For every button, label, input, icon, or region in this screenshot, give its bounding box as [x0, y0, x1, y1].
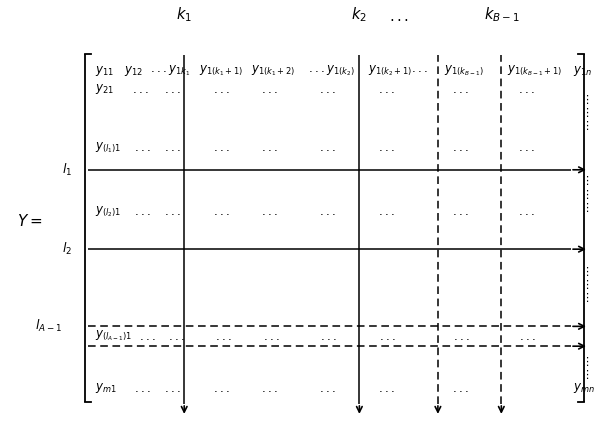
Text: $...$: $...$ [215, 329, 231, 343]
Text: $...$: $...$ [213, 205, 229, 218]
Text: $\vdots$: $\vdots$ [580, 355, 589, 368]
Text: $...$: $...$ [164, 141, 181, 154]
Text: $...$: $...$ [518, 82, 535, 96]
Text: $...$: $...$ [378, 141, 394, 154]
Text: $...$: $...$ [378, 381, 394, 395]
Text: $...$: $...$ [319, 141, 335, 154]
Text: $...$: $...$ [132, 82, 148, 96]
Text: $...$: $...$ [164, 82, 181, 96]
Text: $y_{11}$: $y_{11}$ [95, 64, 114, 78]
Text: $\vdots$: $\vdots$ [580, 93, 589, 106]
Text: $...$: $...$ [261, 141, 277, 154]
Text: $...$: $...$ [452, 141, 468, 154]
Text: $\vdots$: $\vdots$ [580, 291, 589, 304]
Text: $...$: $...$ [378, 205, 394, 218]
Text: $...$: $...$ [518, 141, 535, 154]
Text: $...y_{1k_1}$: $...y_{1k_1}$ [150, 63, 190, 78]
Text: $...$: $...$ [453, 329, 469, 343]
Text: $...$: $...$ [261, 205, 277, 218]
Text: $...$: $...$ [319, 205, 335, 218]
Text: $y_{m1}$: $y_{m1}$ [95, 381, 117, 395]
Text: $...$: $...$ [213, 82, 229, 96]
Text: $...$: $...$ [452, 381, 468, 395]
Text: $Y=$: $Y=$ [17, 213, 42, 228]
Text: $y_{1(k_2+1)}...$: $y_{1(k_2+1)}...$ [368, 63, 428, 78]
Text: $y_{(l_{A-1})1}$: $y_{(l_{A-1})1}$ [95, 329, 133, 344]
Text: $...$: $...$ [320, 329, 336, 343]
Text: $...$: $...$ [134, 381, 150, 395]
Text: $...$: $...$ [263, 329, 280, 343]
Text: $...$: $...$ [378, 82, 394, 96]
Text: $...$: $...$ [319, 381, 335, 395]
Text: $...$: $...$ [213, 381, 229, 395]
Text: $...$: $...$ [518, 205, 535, 218]
Text: $\vdots$: $\vdots$ [580, 368, 589, 381]
Text: $y_{1n}$: $y_{1n}$ [573, 64, 592, 78]
Text: $\vdots$: $\vdots$ [580, 201, 589, 214]
Text: $...$: $...$ [388, 10, 409, 24]
Text: $k_1$: $k_1$ [176, 6, 192, 24]
Text: $...$: $...$ [139, 329, 155, 343]
Text: $y_{12}$: $y_{12}$ [124, 64, 143, 78]
Text: $...$: $...$ [452, 82, 468, 96]
Text: $\vdots$: $\vdots$ [580, 278, 589, 291]
Text: $k_{B-1}$: $k_{B-1}$ [484, 6, 519, 24]
Text: $...y_{1(k_2)}$: $...y_{1(k_2)}$ [308, 63, 355, 78]
Text: $y_{1(k_1+1)}$: $y_{1(k_1+1)}$ [199, 63, 243, 78]
Text: $...$: $...$ [519, 329, 536, 343]
Text: $\vdots$: $\vdots$ [580, 187, 589, 201]
Text: $...$: $...$ [164, 205, 181, 218]
Text: $\vdots$: $\vdots$ [580, 106, 589, 119]
Text: $l_{A-1}$: $l_{A-1}$ [35, 318, 62, 334]
Text: $y_{1(k_{B-1})}$: $y_{1(k_{B-1})}$ [444, 63, 484, 78]
Text: $\vdots$: $\vdots$ [580, 174, 589, 187]
Text: $...$: $...$ [134, 141, 150, 154]
Text: $...$: $...$ [213, 141, 229, 154]
Text: $...$: $...$ [261, 381, 277, 395]
Text: $y_{1(k_{B-1}+1)}$: $y_{1(k_{B-1}+1)}$ [507, 63, 562, 78]
Text: $...$: $...$ [452, 205, 468, 218]
Text: $y_{(l_1)1}$: $y_{(l_1)1}$ [95, 140, 122, 155]
Text: $...$: $...$ [168, 329, 184, 343]
Text: $\vdots$: $\vdots$ [580, 265, 589, 278]
Text: $y_{mn}$: $y_{mn}$ [573, 381, 594, 395]
Text: $\vdots$: $\vdots$ [580, 119, 589, 132]
Text: $...$: $...$ [164, 381, 181, 395]
Text: $y_{1(k_1+2)}$: $y_{1(k_1+2)}$ [251, 63, 295, 78]
Text: $k_2$: $k_2$ [352, 6, 367, 24]
Text: $y_{(l_2)1}$: $y_{(l_2)1}$ [95, 204, 122, 219]
Text: $...$: $...$ [319, 82, 335, 96]
Text: $y_{21}$: $y_{21}$ [95, 82, 114, 96]
Text: $l_1$: $l_1$ [62, 162, 72, 178]
Text: $l_2$: $l_2$ [62, 241, 72, 257]
Text: $...$: $...$ [379, 329, 396, 343]
Text: $...$: $...$ [261, 82, 277, 96]
Text: $...$: $...$ [134, 205, 150, 218]
